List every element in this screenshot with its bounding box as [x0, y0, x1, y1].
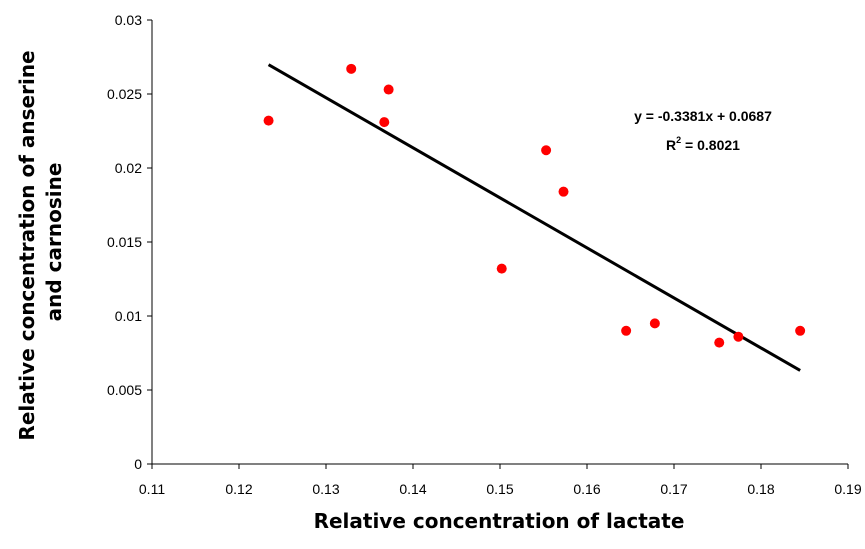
x-tick-label: 0.18 [747, 481, 774, 497]
r2-suffix: = 0.8021 [681, 137, 740, 153]
x-tick-label: 0.13 [312, 481, 339, 497]
data-point [346, 63, 357, 74]
x-tick-label: 0.19 [834, 481, 861, 497]
data-point [649, 318, 660, 329]
data-point [379, 117, 390, 128]
x-ticks: 0.11 0.12 0.13 0.14 0.15 0.16 0.17 0.18 0.19 [139, 464, 862, 497]
x-tick-label: 0.12 [225, 481, 252, 497]
y-tick-label: 0.025 [107, 86, 142, 102]
r2-prefix: R [666, 137, 676, 153]
equation-label: y = -0.3381x + 0.0687 [634, 108, 772, 124]
y-tick-label: 0 [134, 456, 142, 472]
r2-superscript: 2 [676, 135, 681, 145]
r-squared-label: R2 = 0.8021 [666, 135, 740, 153]
trendline-group [267, 63, 801, 372]
y-tick-label: 0.03 [115, 12, 142, 28]
y-tick-label: 0.02 [115, 160, 142, 176]
data-point [263, 115, 274, 126]
data-point [558, 186, 569, 197]
data-point [383, 84, 394, 95]
trendline [267, 63, 801, 372]
y-tick-label: 0.01 [115, 308, 142, 324]
data-point [714, 337, 725, 348]
data-point [541, 145, 552, 156]
x-tick-label: 0.17 [660, 481, 687, 497]
x-tick-label: 0.15 [486, 481, 513, 497]
data-point [496, 263, 507, 274]
x-tick-label: 0.11 [139, 481, 165, 497]
data-point [795, 325, 806, 336]
data-points [263, 63, 806, 348]
y-axis-title: Relative concentration of anserine and c… [15, 43, 66, 440]
y-tick-label: 0.015 [107, 234, 142, 250]
x-tick-label: 0.14 [399, 481, 426, 497]
x-tick-label: 0.16 [573, 481, 600, 497]
data-point [733, 331, 744, 342]
y-axis-title-line-2: and carnosine [42, 163, 66, 322]
x-axis-title: Relative concentration of lactate [314, 509, 685, 533]
y-ticks: 0 0.005 0.01 0.015 0.02 0.025 0.03 [107, 12, 152, 472]
y-tick-label: 0.005 [107, 382, 142, 398]
data-point [621, 325, 632, 336]
y-axis-title-line-1: Relative concentration of anserine [15, 50, 39, 440]
